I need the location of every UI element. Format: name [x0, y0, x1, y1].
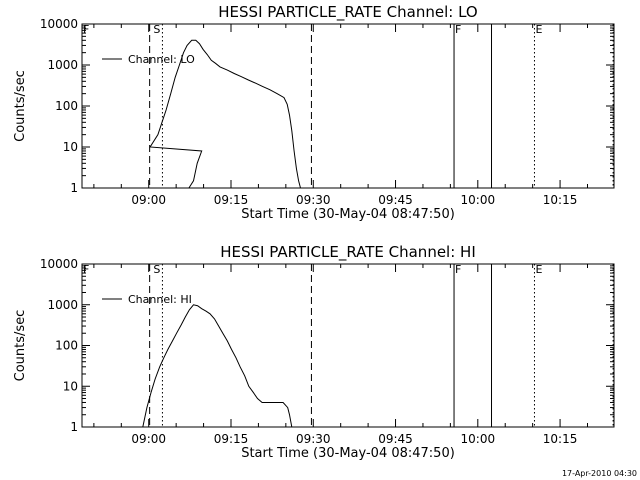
event-marker-label: S: [153, 23, 160, 36]
legend-label: Channel: LO: [128, 53, 195, 66]
event-marker-label: F: [455, 263, 461, 276]
event-marker-label: F: [83, 23, 89, 36]
y-tick-label: 10: [63, 140, 78, 154]
y-tick-label: 1: [70, 181, 78, 195]
y-axis-label: Counts/sec: [13, 310, 28, 382]
y-tick-label: 1000: [47, 298, 78, 312]
event-marker-label: F: [83, 263, 89, 276]
y-tick-label: 100: [55, 99, 78, 113]
x-tick-label: 09:45: [378, 432, 413, 446]
x-tick-label: 10:00: [461, 193, 496, 207]
x-tick-label: 09:30: [296, 193, 331, 207]
legend-label: Channel: HI: [128, 293, 192, 306]
series-line: [142, 304, 293, 428]
x-tick-label: 09:15: [214, 193, 249, 207]
x-axis-label: Start Time (30-May-04 08:47:50): [241, 207, 455, 222]
chart-title: HESSI PARTICLE_RATE Channel: LO: [218, 3, 477, 22]
event-marker-label: E: [535, 23, 542, 36]
timestamp-label: 17-Apr-2010 04:30: [562, 469, 637, 478]
event-marker-label: E: [535, 263, 542, 276]
y-tick-label: 100: [55, 339, 78, 353]
y-tick-label: 1000: [47, 58, 78, 72]
y-tick-label: 10000: [40, 257, 78, 271]
event-marker-label: S: [153, 263, 160, 276]
x-tick-label: 09:00: [131, 432, 166, 446]
series-line: [149, 39, 301, 189]
x-tick-label: 09:00: [131, 193, 166, 207]
chart-panel-1: HESSI PARTICLE_RATE Channel: LO 1 10 100 100…: [13, 3, 615, 222]
x-tick-label: 10:15: [543, 193, 578, 207]
x-axis-label: Start Time (30-May-04 08:47:50): [241, 446, 455, 461]
y-tick-label: 10: [63, 379, 78, 393]
y-tick-label: 10000: [40, 17, 78, 31]
chart-panel-2: HESSI PARTICLE_RATE Channel: HI 1 10 100 100…: [13, 243, 615, 461]
x-tick-label: 09:45: [378, 193, 413, 207]
x-tick-label: 10:15: [543, 432, 578, 446]
chart-title: HESSI PARTICLE_RATE Channel: HI: [220, 243, 476, 262]
y-tick-label: 1: [70, 420, 78, 434]
y-axis-label: Counts/sec: [13, 70, 28, 142]
x-tick-label: 09:30: [296, 432, 331, 446]
event-marker-label: F: [455, 23, 461, 36]
x-tick-label: 10:00: [461, 432, 496, 446]
x-tick-label: 09:15: [214, 432, 249, 446]
